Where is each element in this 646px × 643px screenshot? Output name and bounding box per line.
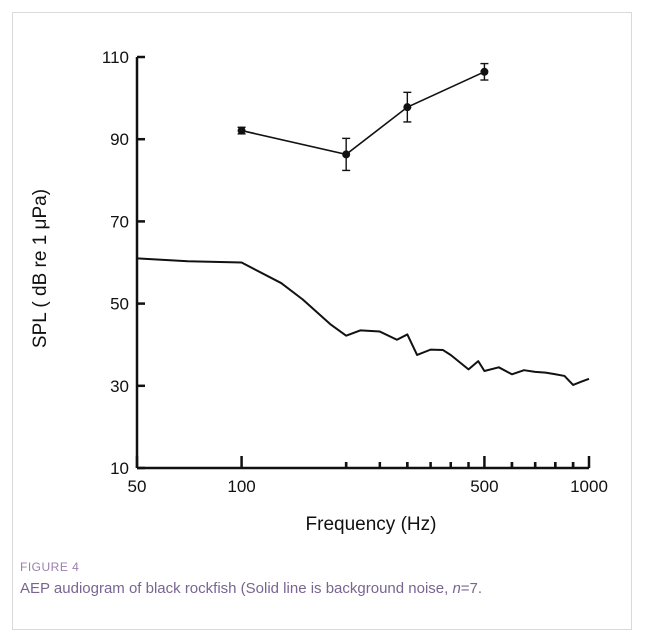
y-tick-label: 70 (110, 212, 129, 231)
data-point (237, 126, 246, 135)
caption-n-value: =7. (460, 580, 483, 597)
data-point (342, 150, 351, 159)
x-tick-label: 100 (227, 477, 255, 496)
figure-caption: AEP audiogram of black rockfish (Solid l… (20, 578, 580, 599)
figure-label: FIGURE 4 (20, 560, 80, 574)
y-tick-label: 10 (110, 459, 129, 478)
caption-text: AEP audiogram of black rockfish (Solid l… (20, 580, 453, 597)
audiogram-chart: 10 30 50 70 90 110 50 100 500 1000 Frequency (Hz) S… (30, 48, 608, 535)
y-tick-label: 30 (110, 377, 129, 396)
threshold-line (241, 71, 485, 156)
x-tick-label: 500 (470, 477, 498, 496)
y-axis-title: SPL ( dB re 1 μPa) (30, 189, 51, 348)
data-point (480, 67, 489, 76)
x-axis-title: Frequency (Hz) (306, 514, 437, 535)
background-noise-line (136, 257, 590, 386)
y-tick-label: 90 (110, 130, 129, 149)
y-tick-label: 50 (110, 295, 129, 314)
data-point (403, 103, 412, 112)
x-tick-label: 50 (128, 477, 147, 496)
y-tick-label: 110 (102, 48, 129, 67)
caption-n-symbol: n (452, 580, 461, 597)
figure-frame (12, 12, 632, 630)
x-tick-label: 1000 (570, 477, 608, 496)
